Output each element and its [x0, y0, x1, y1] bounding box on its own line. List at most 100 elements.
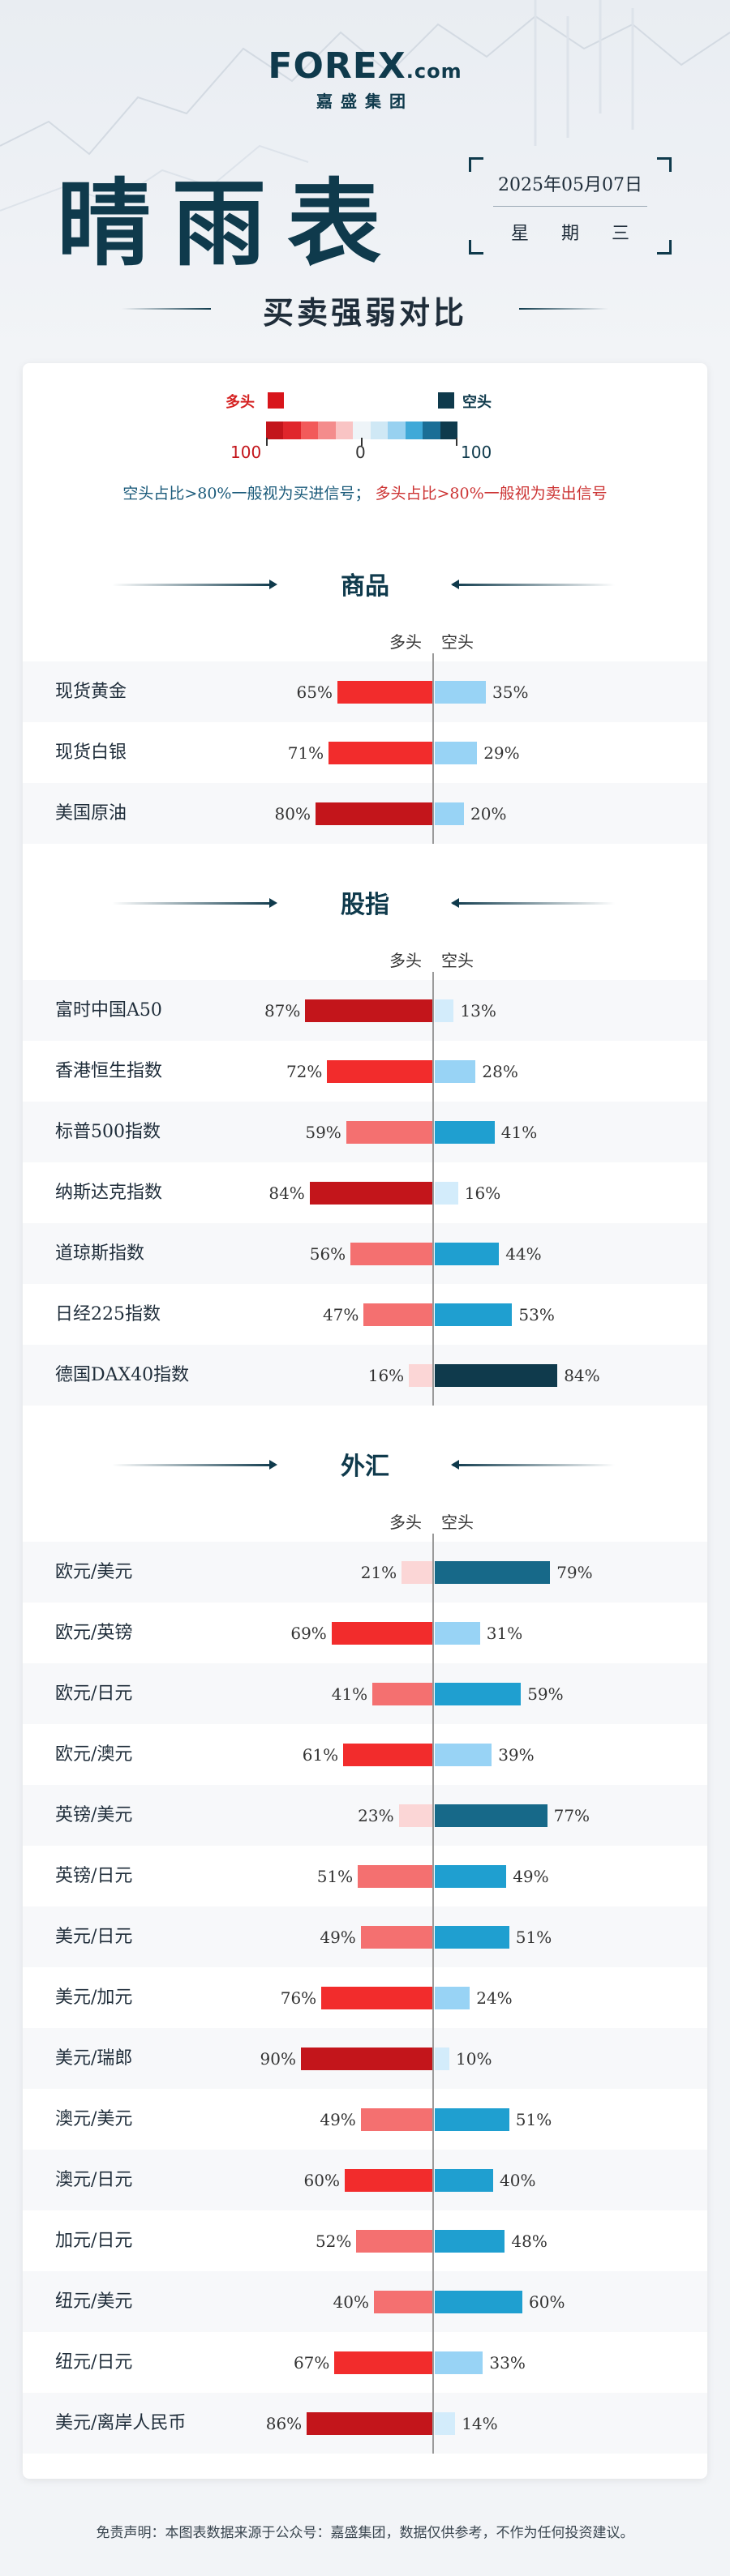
table-row[interactable]: 纳斯达克指数 84% 16% [23, 1162, 707, 1223]
column-header: 多头 空头 [23, 629, 707, 653]
bear-bar [435, 2108, 509, 2131]
bear-bar [435, 1364, 558, 1387]
bull-percent: 67% [293, 2353, 330, 2373]
table-row[interactable]: 美元/瑞郎 90% 10% [23, 2028, 707, 2089]
bear-bar [435, 2291, 522, 2313]
logo-suffix: .com [406, 60, 462, 83]
bull-percent: 72% [286, 1062, 323, 1081]
bull-bar [402, 1561, 432, 1584]
table-row[interactable]: 现货白银 71% 29% [23, 722, 707, 783]
legend-scale-right: 100 [461, 443, 492, 462]
legend-scale-left: 100 [230, 443, 262, 462]
section-title: 股指 [341, 891, 389, 919]
table-row[interactable]: 富时中国A50 87% 13% [23, 980, 707, 1041]
page-subtitle: 买卖强弱对比 [262, 294, 467, 331]
table-row[interactable]: 德国DAX40指数 16% 84% [23, 1345, 707, 1406]
instrument-name: 澳元/日元 [55, 2169, 133, 2190]
section-header: 股指 [23, 884, 707, 919]
legend-gradient-step [283, 421, 301, 439]
content-card: 多头 空头 100 0 100 空头占比>80%一般视为买进信号； 多头占比>8… [23, 363, 707, 2479]
table-row[interactable]: 英镑/美元 23% 77% [23, 1785, 707, 1846]
bull-bar [346, 1121, 432, 1144]
legend-gradient-bar [266, 421, 457, 439]
column-bull-label: 多头 [389, 951, 422, 970]
bull-percent: 52% [315, 2232, 352, 2251]
section-title: 商品 [341, 572, 389, 601]
bull-bar [398, 1804, 432, 1827]
bull-percent: 47% [322, 1305, 359, 1324]
bull-percent: 76% [280, 1988, 317, 2008]
bear-percent: 16% [464, 1183, 501, 1203]
bear-bar [435, 999, 454, 1022]
table-row[interactable]: 美元/加元 76% 24% [23, 1967, 707, 2028]
bull-bar [301, 2048, 432, 2070]
bear-bar [435, 1622, 480, 1645]
table-row[interactable]: 道琼斯指数 56% 44% [23, 1223, 707, 1284]
bull-percent: 51% [316, 1867, 354, 1886]
bear-percent: 31% [486, 1624, 523, 1643]
table-row[interactable]: 美元/日元 49% 51% [23, 1906, 707, 1967]
instrument-name: 美元/离岸人民币 [55, 2412, 187, 2433]
table-row[interactable]: 欧元/日元 41% 59% [23, 1663, 707, 1724]
table-row[interactable]: 澳元/美元 49% 51% [23, 2089, 707, 2150]
bull-percent: 84% [268, 1183, 305, 1203]
bear-percent: 60% [529, 2292, 565, 2312]
instrument-name: 道琼斯指数 [55, 1243, 145, 1264]
table-row[interactable]: 纽元/日元 67% 33% [23, 2332, 707, 2393]
table-row[interactable]: 香港恒生指数 72% 28% [23, 1041, 707, 1102]
bull-percent: 60% [303, 2171, 340, 2190]
bear-bar [435, 2412, 456, 2435]
table-row[interactable]: 澳元/日元 60% 40% [23, 2150, 707, 2210]
bear-bar [435, 1683, 522, 1705]
bear-percent: 51% [515, 2110, 552, 2129]
legend-gradient-step [388, 421, 406, 439]
table-row[interactable]: 纽元/美元 40% 60% [23, 2271, 707, 2332]
page-title: 晴雨表 [57, 169, 402, 279]
logo-text: FOREX [268, 45, 406, 87]
bear-bar [435, 742, 478, 764]
legend-bear-swatch [438, 392, 454, 409]
bear-bar [435, 1804, 548, 1827]
bull-percent: 49% [320, 1928, 356, 1947]
bear-bar [435, 1121, 495, 1144]
table-row[interactable]: 欧元/美元 21% 79% [23, 1542, 707, 1603]
instrument-name: 加元/日元 [55, 2230, 133, 2251]
table-row[interactable]: 欧元/英镑 69% 31% [23, 1603, 707, 1663]
bull-percent: 69% [290, 1624, 327, 1643]
table-row[interactable]: 加元/日元 52% 48% [23, 2210, 707, 2271]
column-header: 多头 空头 [23, 1509, 707, 1534]
section-header: 外汇 [23, 1446, 707, 1481]
table-row[interactable]: 美国原油 80% 20% [23, 783, 707, 844]
bull-bar [409, 1364, 432, 1387]
instrument-name: 现货白银 [55, 742, 127, 763]
instrument-name: 德国DAX40指数 [55, 1364, 190, 1385]
bear-bar [435, 1060, 476, 1083]
bear-percent: 48% [511, 2232, 548, 2251]
bear-percent: 24% [476, 1988, 513, 2008]
table-row[interactable]: 日经225指数 47% 53% [23, 1284, 707, 1345]
legend-bull-swatch [268, 392, 284, 409]
table-row[interactable]: 标普500指数 59% 41% [23, 1102, 707, 1162]
bull-bar [360, 1926, 432, 1949]
table-row[interactable]: 英镑/日元 51% 49% [23, 1846, 707, 1906]
bull-bar [321, 1987, 432, 2009]
instrument-name: 美元/日元 [55, 1926, 133, 1947]
bear-percent: 84% [564, 1366, 600, 1385]
table-row[interactable]: 美元/离岸人民币 86% 14% [23, 2393, 707, 2454]
bull-bar [334, 2351, 432, 2374]
bear-bar [435, 1987, 470, 2009]
legend-note-bear: 空头占比>80%一般视为买进信号； [122, 485, 371, 503]
center-axis [432, 653, 434, 844]
table-row[interactable]: 现货黄金 65% 35% [23, 661, 707, 722]
instrument-name: 美国原油 [55, 802, 127, 824]
bear-percent: 44% [505, 1244, 542, 1264]
table-row[interactable]: 欧元/澳元 61% 39% [23, 1724, 707, 1785]
instrument-name: 富时中国A50 [55, 999, 162, 1021]
bear-bar [435, 1865, 507, 1888]
bull-bar [307, 2412, 432, 2435]
bull-percent: 65% [296, 683, 333, 702]
bull-percent: 71% [287, 743, 324, 763]
instrument-name: 英镑/日元 [55, 1865, 133, 1886]
bull-bar [327, 1060, 432, 1083]
legend-note-bull: 多头占比>80%一般视为卖出信号 [375, 485, 608, 503]
